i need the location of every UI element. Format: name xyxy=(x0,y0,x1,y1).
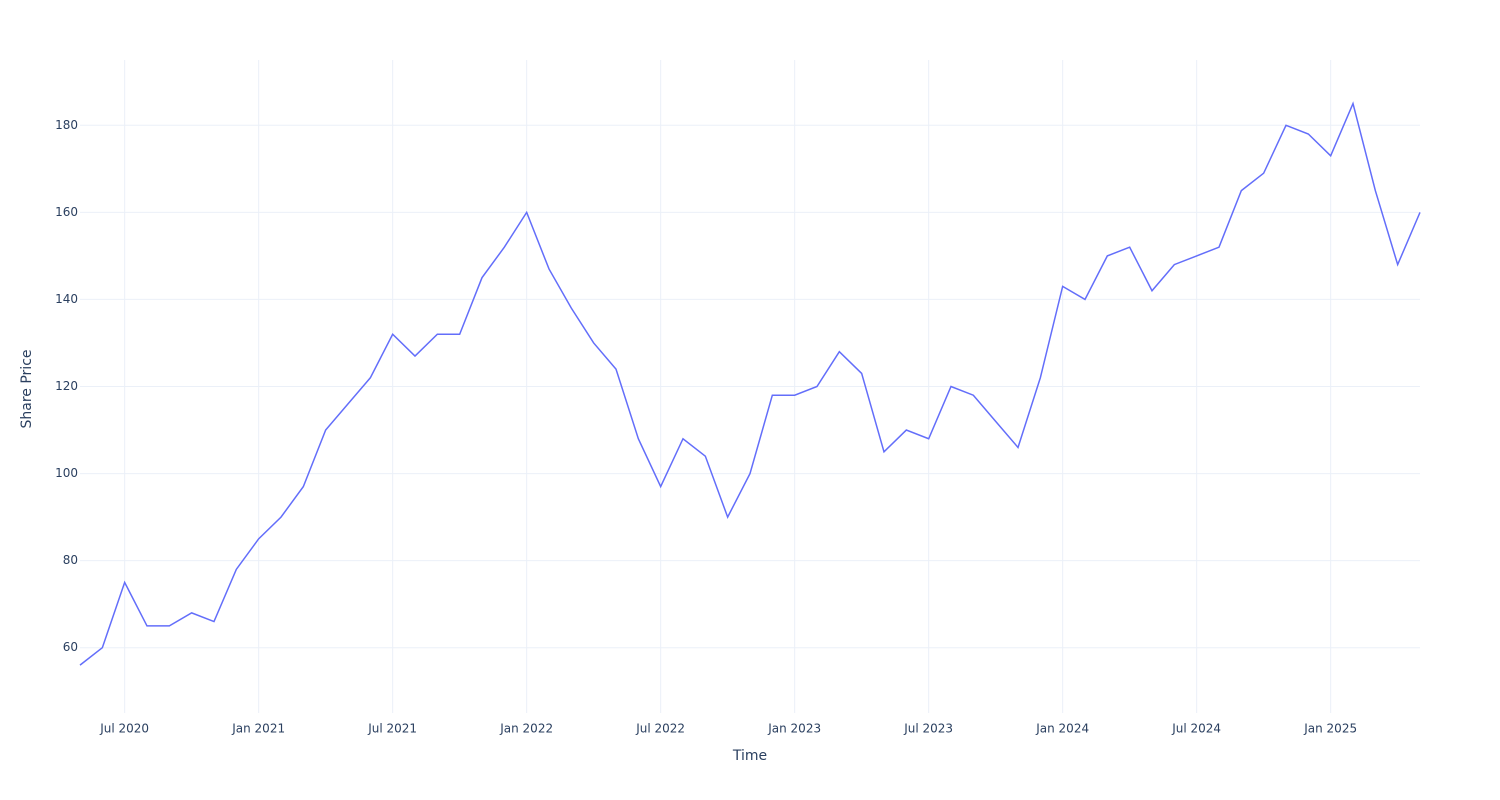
y-tick-label: 120 xyxy=(55,379,78,393)
x-tick-label: Jul 2022 xyxy=(635,722,685,736)
y-tick-label: 160 xyxy=(55,205,78,219)
y-tick-label: 60 xyxy=(63,640,78,654)
y-axis-title: Share Price xyxy=(19,349,35,428)
y-tick-label: 80 xyxy=(63,553,78,567)
x-tick-label: Jan 2023 xyxy=(767,722,821,736)
x-axis-title: Time xyxy=(732,748,767,764)
x-tick-label: Jul 2023 xyxy=(903,722,953,736)
x-tick-label: Jul 2021 xyxy=(367,722,417,736)
x-tick-label: Jan 2021 xyxy=(231,722,285,736)
x-tick-label: Jan 2024 xyxy=(1035,722,1089,736)
y-tick-label: 100 xyxy=(55,466,78,480)
x-tick-label: Jul 2024 xyxy=(1171,722,1221,736)
x-tick-label: Jan 2022 xyxy=(499,722,553,736)
y-tick-label: 140 xyxy=(55,292,78,306)
line xyxy=(79,101,1421,666)
x-tick-label: Jul 2020 xyxy=(99,722,149,736)
y-tick-label: 180 xyxy=(55,118,78,132)
x-tick-label: Jan 2025 xyxy=(1303,722,1357,736)
